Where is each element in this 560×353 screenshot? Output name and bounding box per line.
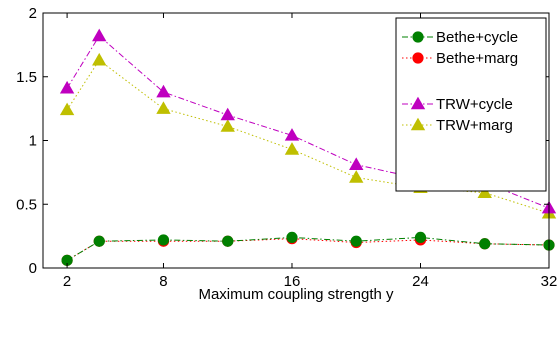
data-point-trw-cycle	[220, 107, 235, 121]
y-tick-label: 0	[29, 260, 37, 277]
legend-label-trw-marg: TRW+marg	[436, 117, 513, 134]
legend-entry-bethe-cycle: Bethe+cycle	[402, 29, 518, 46]
x-tick-label: 2	[63, 273, 71, 290]
ticks-layer: 2 8 16 24 32 0 0.5 1 1.5 2	[16, 5, 557, 290]
data-point-trw-marg	[59, 102, 75, 116]
data-point-trw-marg	[284, 142, 300, 155]
data-point-trw-marg	[220, 119, 235, 132]
legend-label-bethe-marg: Bethe+marg	[436, 50, 518, 67]
series-bethe-cycle	[61, 231, 555, 266]
data-point-bethe-cycle	[93, 235, 105, 247]
data-point-trw-marg	[349, 170, 364, 183]
data-point-bethe-cycle	[479, 238, 491, 250]
series-line-trw-cycle	[66, 35, 550, 209]
series-layer	[59, 28, 557, 266]
data-point-bethe-cycle	[414, 231, 427, 243]
data-point-trw-cycle	[59, 80, 75, 94]
data-point-trw-cycle	[349, 157, 364, 171]
data-point-trw-marg	[477, 185, 492, 199]
x-tick-label: 8	[159, 273, 167, 290]
y-tick-label: 0.5	[16, 196, 37, 213]
x-tick-label: 24	[412, 273, 429, 290]
legend-label-bethe-cycle: Bethe+cycle	[436, 29, 518, 46]
x-axis-label: Maximum coupling strength y	[198, 286, 394, 303]
legend-marker-bethe-marg	[412, 52, 424, 64]
series-line-bethe-marg	[66, 238, 550, 261]
y-tick-label: 2	[29, 5, 37, 22]
legend-marker-trw-marg	[410, 117, 426, 131]
y-tick-label: 1.5	[16, 69, 37, 86]
data-point-trw-marg	[92, 52, 107, 66]
legend-marker-bethe-cycle	[412, 31, 424, 43]
data-point-bethe-cycle	[222, 235, 234, 247]
data-point-trw-marg	[156, 101, 171, 114]
series-line-bethe-cycle	[66, 236, 550, 261]
legend-marker-trw-cycle	[410, 96, 426, 110]
data-point-bethe-cycle	[286, 231, 298, 243]
x-tick-label: 16	[284, 273, 301, 290]
legend-entry-trw-marg: TRW+marg	[402, 117, 513, 134]
data-point-trw-cycle	[92, 28, 107, 42]
data-point-trw-cycle	[156, 84, 171, 98]
y-tick-label: 1	[29, 133, 37, 150]
data-point-bethe-cycle	[157, 234, 170, 246]
data-point-bethe-cycle	[350, 235, 362, 247]
x-tick-label: 32	[541, 273, 558, 290]
legend: Bethe+cycle Bethe+marg TRW+cycle TRW+marg	[395, 17, 547, 192]
legend-label-trw-cycle: TRW+cycle	[436, 96, 513, 113]
data-point-trw-cycle	[284, 128, 300, 141]
legend-entry-trw-cycle: TRW+cycle	[402, 96, 513, 113]
legend-entry-bethe-marg: Bethe+marg	[402, 50, 518, 67]
